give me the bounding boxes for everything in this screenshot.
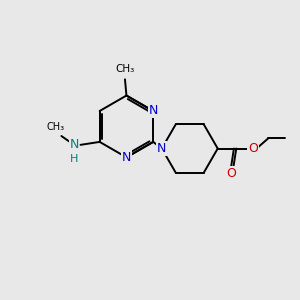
Text: H: H: [70, 154, 78, 164]
Text: O: O: [248, 142, 258, 155]
Text: N: N: [122, 151, 131, 164]
Text: N: N: [148, 104, 158, 118]
Text: CH₃: CH₃: [46, 122, 64, 132]
Text: O: O: [226, 167, 236, 180]
Text: N: N: [157, 142, 167, 155]
Text: N: N: [69, 138, 79, 151]
Text: CH₃: CH₃: [115, 64, 135, 74]
